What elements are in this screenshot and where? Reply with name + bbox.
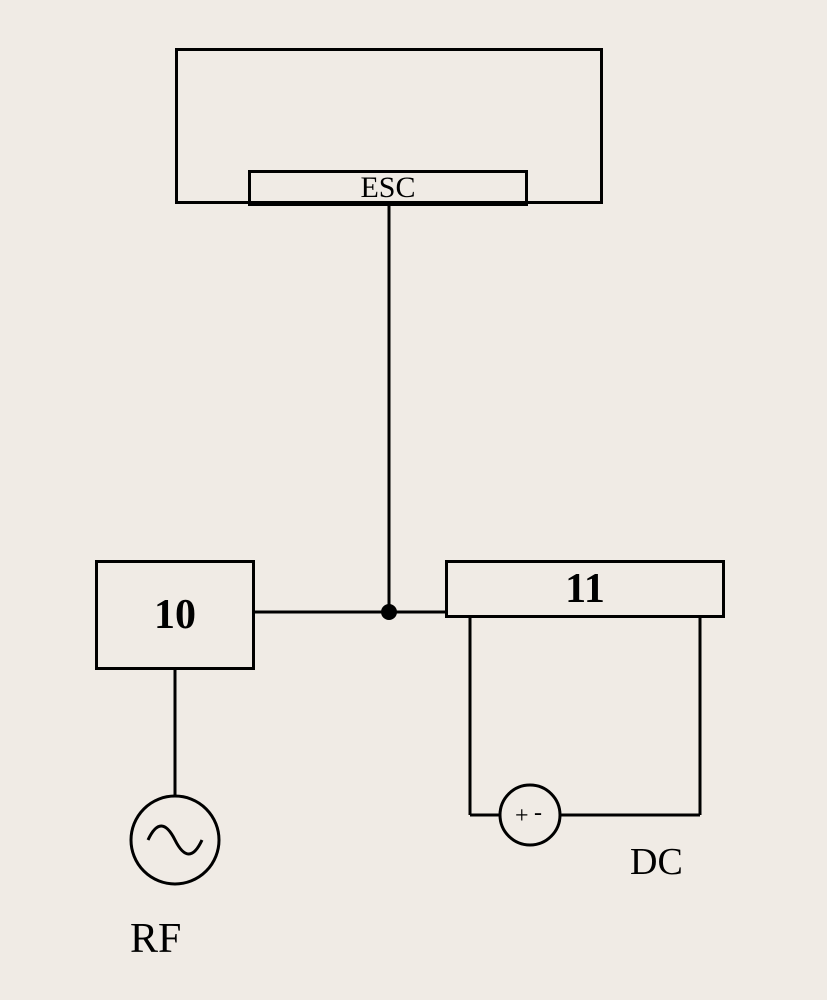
svg-text:+: +: [515, 803, 529, 829]
block-10-label: 10: [154, 591, 196, 639]
block-11-label: 11: [565, 565, 605, 613]
dc-label: DC: [630, 840, 683, 884]
esc-label: ESC: [360, 171, 415, 205]
esc-box: ESC: [248, 170, 528, 206]
rf-label: RF: [130, 915, 181, 963]
svg-text:-: -: [534, 800, 542, 826]
block-10: 10: [95, 560, 255, 670]
block-11: 11: [445, 560, 725, 618]
